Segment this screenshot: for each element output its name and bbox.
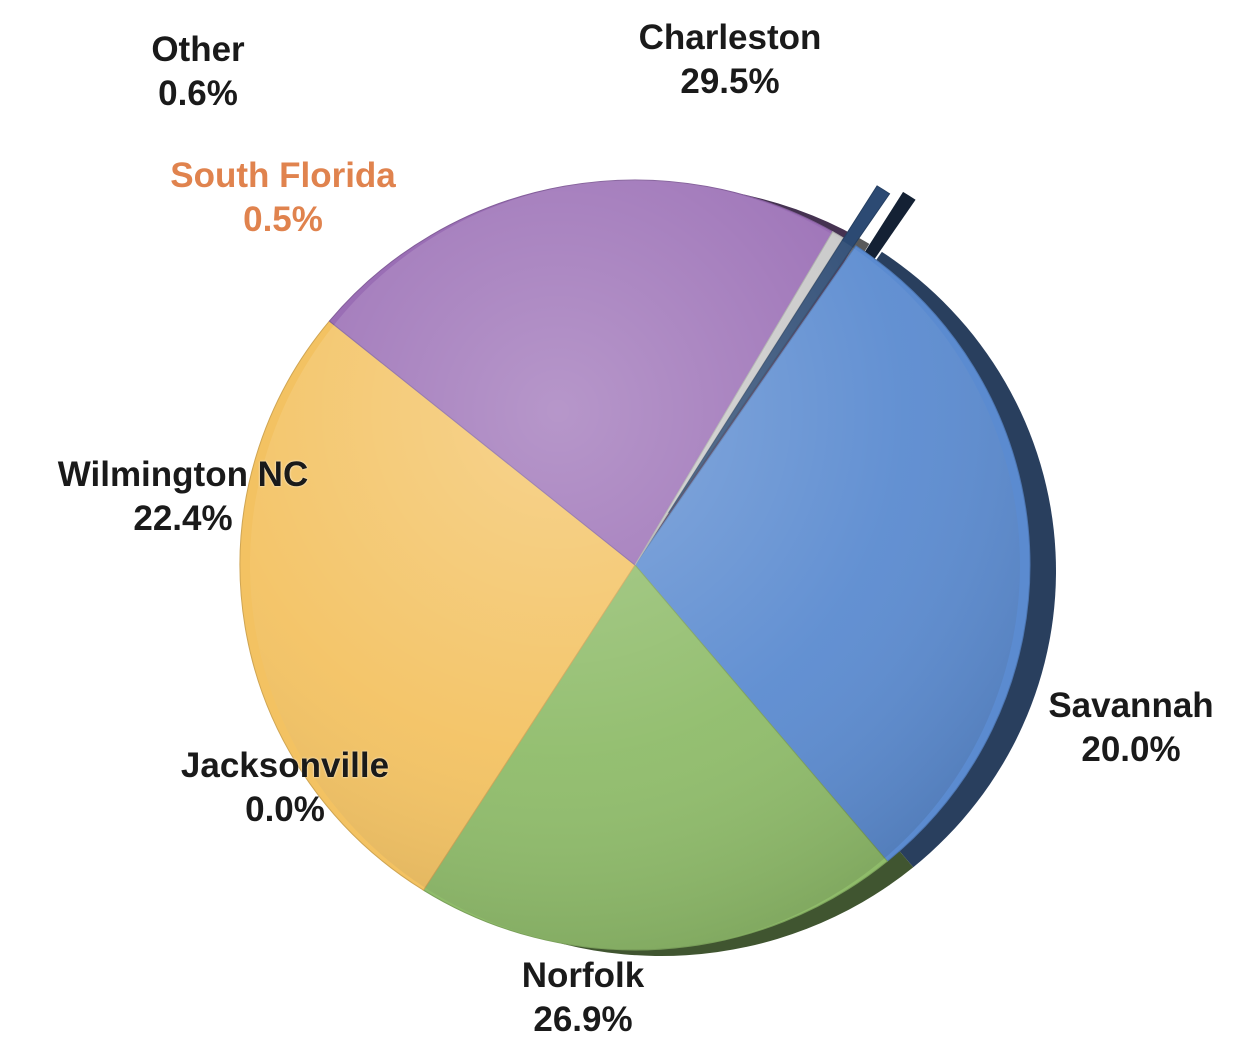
slice-label-charleston: Charleston 29.5%	[639, 16, 822, 104]
slice-label-percent: 0.5%	[243, 200, 323, 239]
slice-label-name: South Florida	[170, 156, 396, 195]
slice-label-percent: 0.6%	[158, 74, 238, 113]
slice-label-south-florida: South Florida 0.5%	[170, 154, 396, 242]
slice-label-name: Norfolk	[521, 956, 645, 995]
slice-label-name: Savannah	[1048, 686, 1214, 725]
slice-label-percent: 22.4%	[133, 499, 233, 538]
slice-label-percent: 20.0%	[1081, 730, 1181, 769]
slice-label-other: Other 0.6%	[151, 28, 244, 116]
pie-slices	[239, 179, 1031, 951]
slice-label-jacksonville: Jacksonville 0.0%	[181, 744, 389, 832]
slice-label-percent: 26.9%	[533, 1000, 633, 1039]
slice-label-percent: 29.5%	[680, 62, 780, 101]
slice-label-savannah: Savannah 20.0%	[1048, 684, 1213, 772]
slice-label-name: Other	[151, 30, 245, 69]
slice-label-name: Wilmington NC	[57, 455, 309, 494]
slice-label-wilmington-nc: Wilmington NC 22.4%	[58, 453, 308, 541]
slice-label-norfolk: Norfolk 26.9%	[522, 954, 645, 1042]
slice-label-name: Jacksonville	[180, 746, 390, 785]
slice-label-percent: 0.0%	[245, 790, 325, 829]
slice-label-name: Charleston	[638, 18, 822, 57]
